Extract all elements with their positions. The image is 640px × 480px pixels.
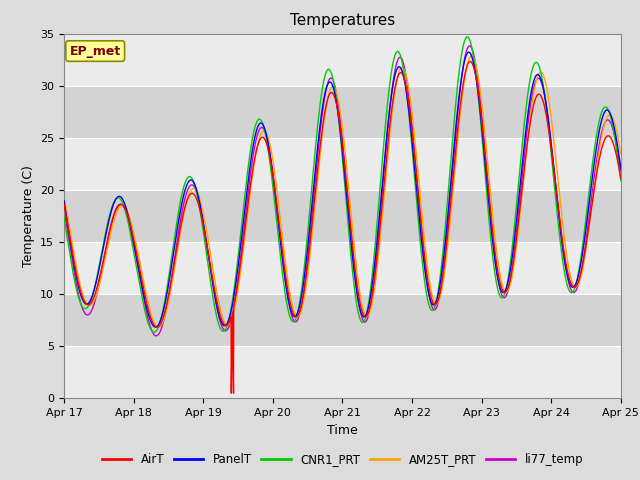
Bar [64, 138, 621, 190]
X-axis label: Time: Time [327, 424, 358, 437]
Bar [64, 346, 621, 398]
Bar [64, 34, 621, 86]
Y-axis label: Temperature (C): Temperature (C) [22, 165, 35, 267]
Text: EP_met: EP_met [70, 45, 121, 58]
Legend: AirT, PanelT, CNR1_PRT, AM25T_PRT, li77_temp: AirT, PanelT, CNR1_PRT, AM25T_PRT, li77_… [97, 448, 588, 470]
Title: Temperatures: Temperatures [290, 13, 395, 28]
Bar [64, 242, 621, 294]
